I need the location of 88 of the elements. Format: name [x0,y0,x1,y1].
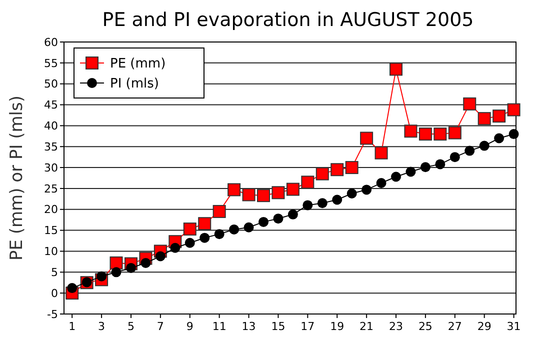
y-tick-label: 40 [44,120,58,133]
point [184,238,195,248]
point [258,216,268,227]
point [362,184,372,195]
point [96,271,107,282]
point [198,217,212,230]
x-tick-label: 19 [330,320,344,333]
point [67,283,78,294]
x-tick-label: 11 [212,320,226,333]
legend-label: PI (mls) [110,76,159,92]
point [404,124,418,138]
point [111,267,122,278]
point [110,256,123,270]
x-tick-label: 27 [448,320,462,333]
point [448,126,462,140]
point [346,188,357,198]
point [317,198,328,208]
x-tick-label: 15 [271,320,286,333]
point [345,161,358,174]
y-tick-label: 25 [44,182,58,196]
point [273,214,284,224]
point [507,103,520,116]
y-tick-label: 0 [51,286,58,300]
point [492,110,506,123]
chart-title: PE and PI evaporation in AUGUST 2005 [102,9,474,31]
y-tick-label: 35 [44,140,58,154]
x-tick-label: 1 [68,320,76,333]
point [508,129,519,140]
point [212,204,226,218]
x-tick-label: 23 [389,320,404,333]
y-tick-label: 50 [44,78,58,91]
x-tick-label: 3 [98,320,106,333]
point [288,209,298,220]
x-tick-label: 21 [360,320,374,333]
point [126,262,136,273]
point [360,132,374,145]
point [170,242,180,253]
point [302,200,313,210]
point [450,152,460,162]
point [390,62,403,76]
point [494,133,504,144]
x-tick-label: 9 [186,320,194,333]
point [257,189,270,202]
point [183,222,196,236]
point [140,258,151,268]
x-tick-label: 31 [506,320,521,333]
point [330,163,344,176]
legend-label: PE (mm) [110,56,166,72]
point [434,128,447,141]
x-tick-label: 17 [300,320,315,333]
point [435,159,446,170]
point [316,167,329,180]
y-tick-label: 55 [44,56,58,70]
point [479,140,490,151]
x-tick-label: 7 [156,320,164,333]
point [391,172,402,182]
y-tick-label: 5 [51,266,58,280]
y-tick-label: 10 [44,245,58,258]
x-tick-label: 5 [127,320,134,333]
point [406,166,416,177]
point [374,146,388,160]
x-tick-label: 13 [242,320,256,333]
y-tick-label: -5 [47,308,58,321]
y-tick-label: 30 [44,161,58,174]
point [272,186,285,200]
point [464,146,475,156]
x-tick-label: 25 [418,320,432,333]
y-tick-label: 60 [44,36,58,49]
point [242,188,256,202]
point [155,251,166,262]
point [229,224,240,234]
y-tick-label: 20 [44,203,58,216]
y-tick-label: 15 [44,224,58,238]
point [244,222,254,232]
x-tick-label: 29 [477,320,492,333]
point [463,97,476,110]
y-tick-label: 45 [44,98,58,112]
point [200,232,210,243]
point [478,112,491,126]
point [418,128,432,141]
point [301,176,314,189]
point [286,182,300,196]
point [420,162,430,172]
y-axis-title: PE (mm) or PI (mls) [7,95,27,261]
point [376,178,386,188]
point [214,229,224,240]
point [228,183,241,196]
point [332,194,342,205]
